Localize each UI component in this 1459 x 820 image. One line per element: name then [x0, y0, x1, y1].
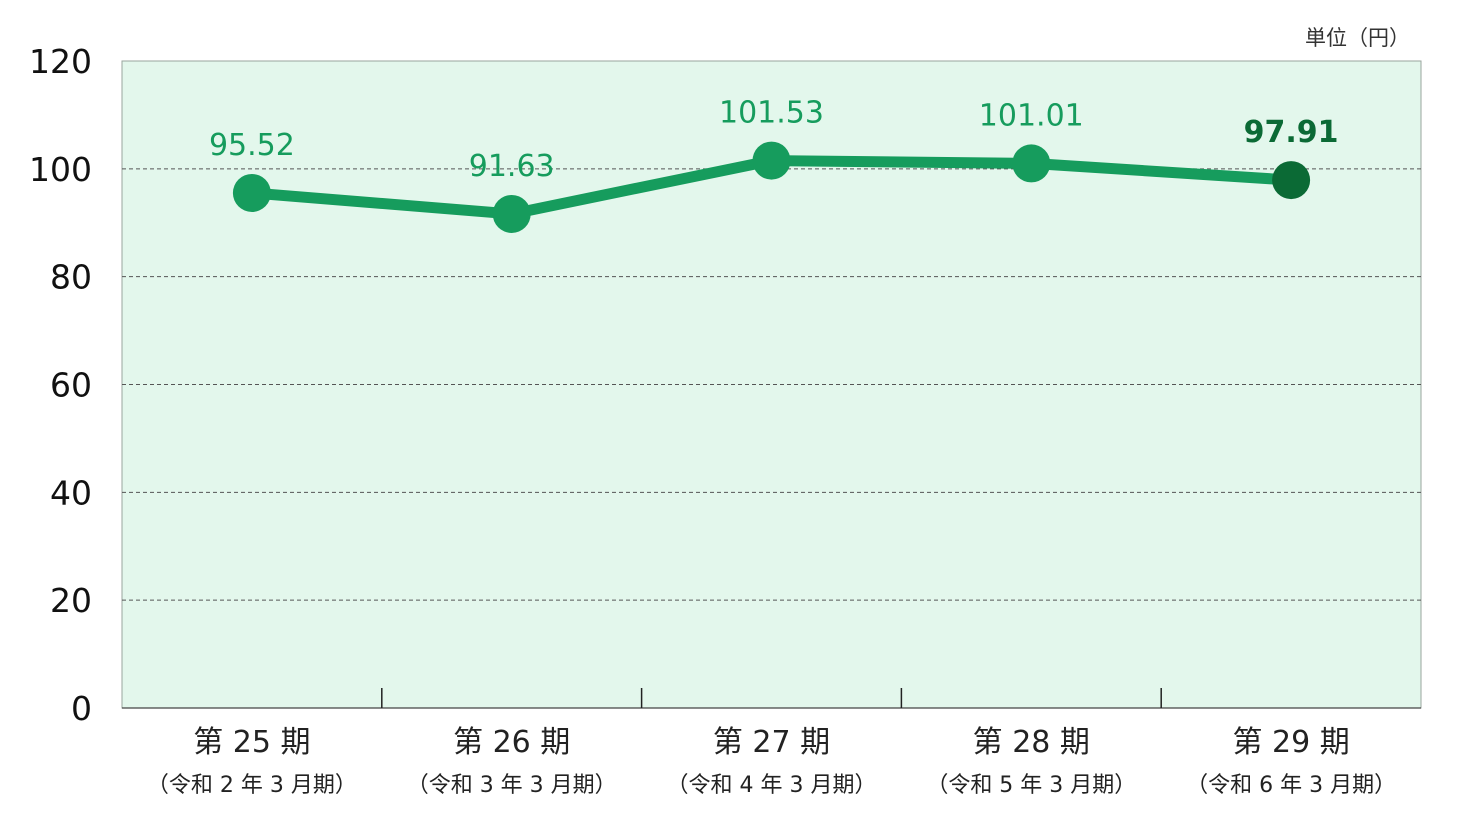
- x-category-sublabel: （令和 3 年 3 月期）: [407, 773, 617, 798]
- y-tick-label: 40: [50, 473, 92, 512]
- data-points: [232, 141, 1311, 233]
- x-category-sublabel: （令和 2 年 3 月期）: [147, 773, 357, 798]
- data-label: 91.63: [469, 149, 555, 184]
- x-category-label: 第 26 期: [453, 725, 570, 760]
- data-point: [1272, 161, 1311, 200]
- axes: [122, 688, 1421, 709]
- x-category-label: 第 28 期: [973, 725, 1090, 760]
- data-labels: 95.52 91.63 101.53 101.01 97.91: [209, 96, 1339, 184]
- data-label: 95.52: [209, 128, 295, 163]
- x-axis-category-labels: 第 25 期 （令和 2 年 3 月期） 第 26 期 （令和 3 年 3 月期） 第 …: [147, 725, 1396, 798]
- data-point: [752, 141, 791, 180]
- y-tick-label: 120: [29, 42, 92, 81]
- x-category-label: 第 27 期: [713, 725, 830, 760]
- x-category-label: 第 25 期: [193, 725, 310, 760]
- data-point: [492, 194, 531, 233]
- y-tick-label: 20: [50, 581, 92, 620]
- y-axis-tick-labels: 0 20 40 60 80 100 120: [29, 42, 92, 728]
- y-tick-label: 0: [71, 689, 92, 728]
- y-tick-label: 80: [50, 258, 92, 297]
- data-label: 97.91: [1244, 115, 1339, 150]
- unit-label: 単位（円）: [1305, 26, 1410, 50]
- data-label: 101.53: [719, 96, 824, 131]
- y-tick-label: 100: [29, 150, 92, 189]
- x-category-label: 第 29 期: [1232, 725, 1349, 760]
- x-category-sublabel: （令和 5 年 3 月期）: [926, 773, 1136, 798]
- data-point: [232, 173, 271, 212]
- data-label: 101.01: [979, 98, 1084, 133]
- data-point: [1012, 144, 1051, 183]
- y-tick-label: 60: [50, 366, 92, 405]
- x-category-sublabel: （令和 4 年 3 月期）: [667, 773, 877, 798]
- x-category-sublabel: （令和 6 年 3 月期）: [1186, 773, 1396, 798]
